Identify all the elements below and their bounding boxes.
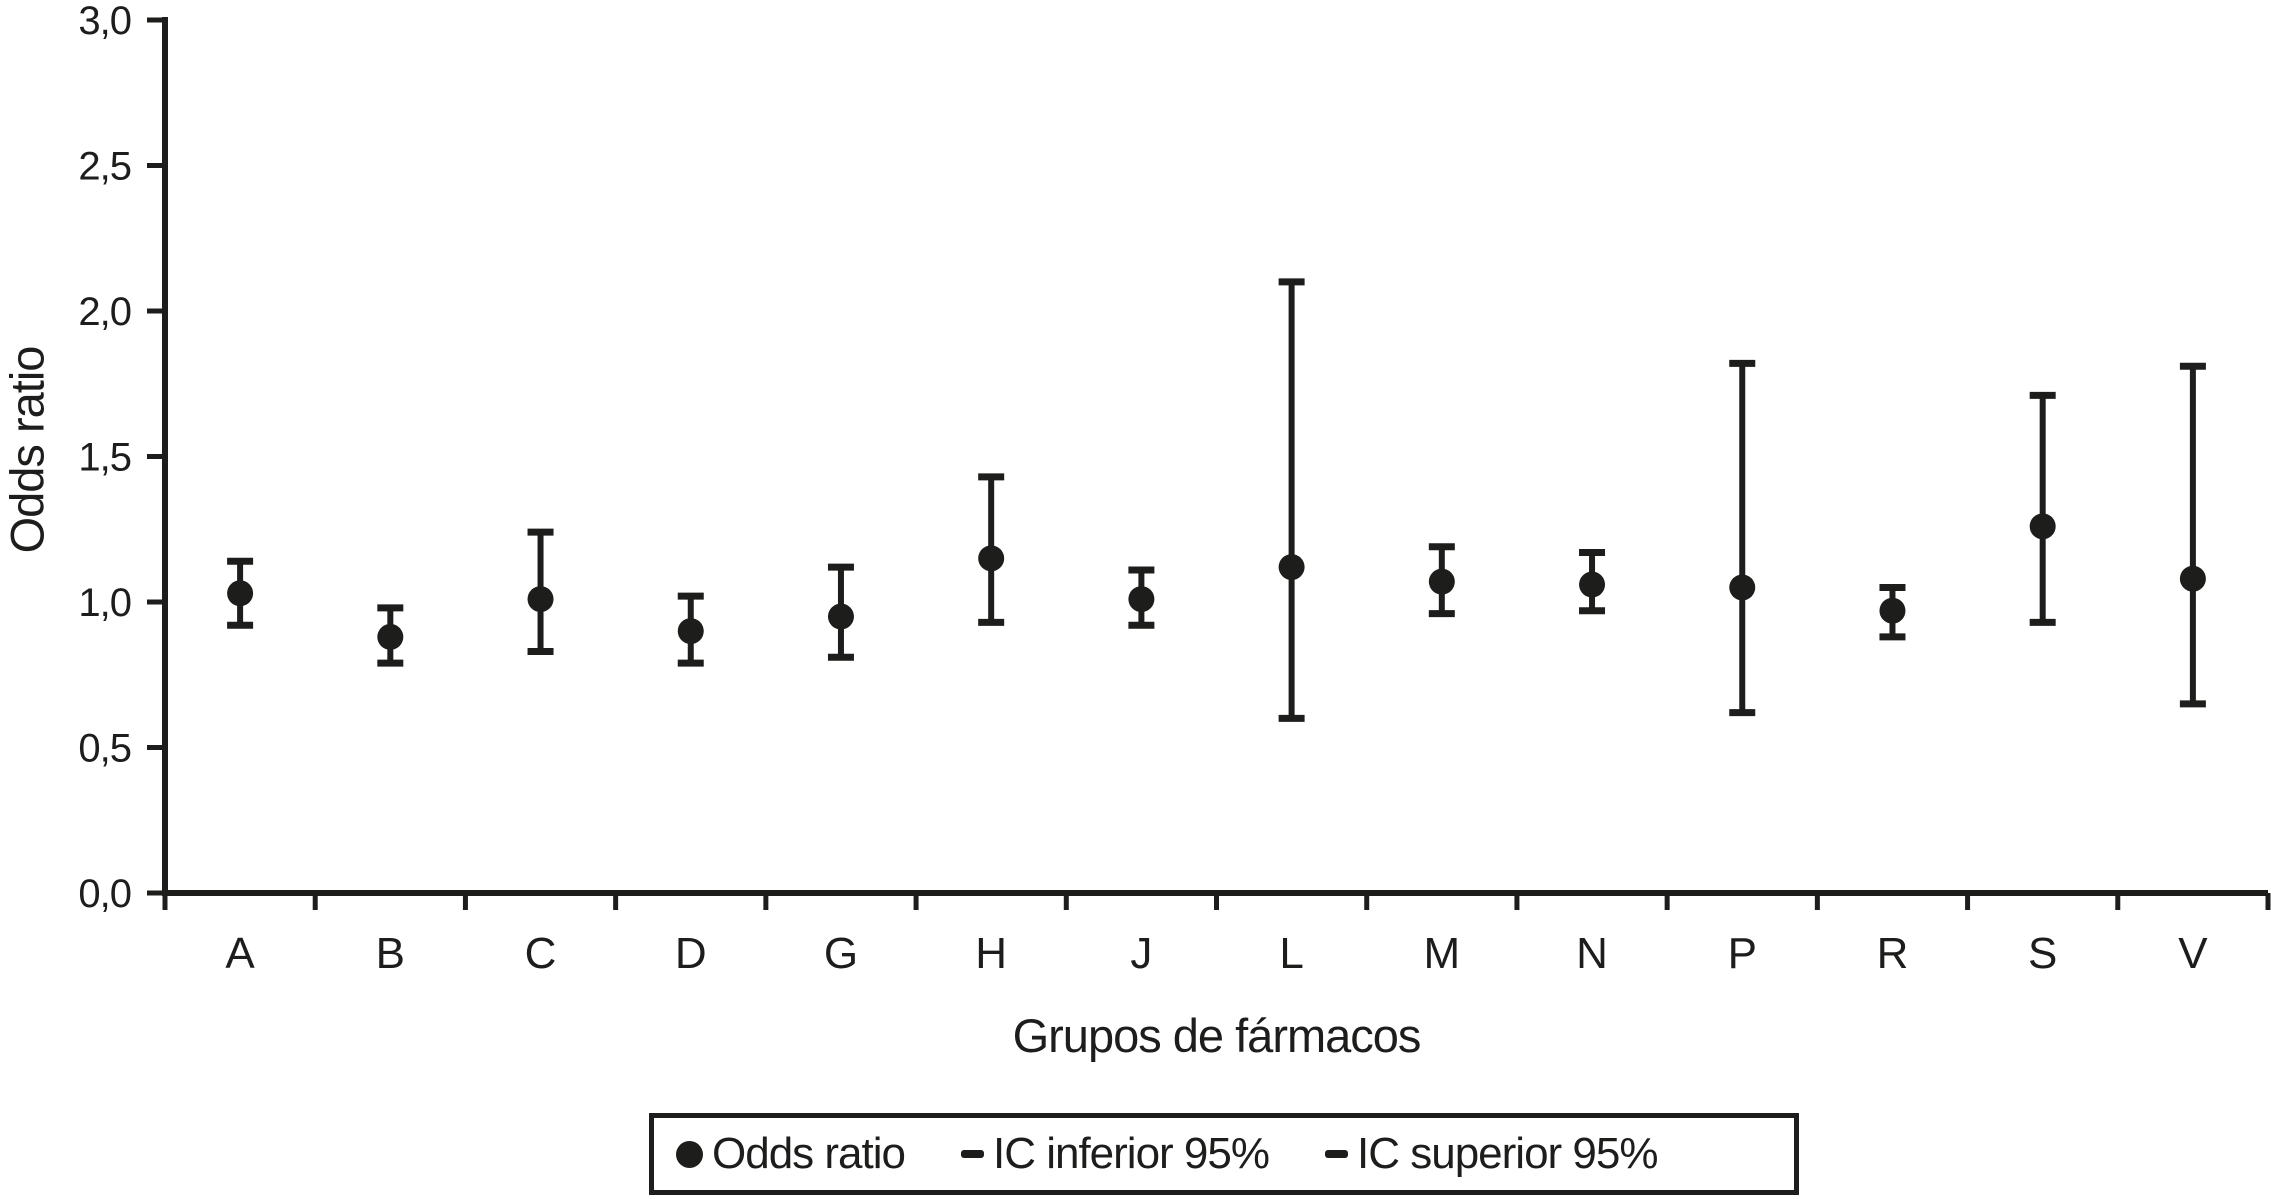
- category-label-H: H: [975, 929, 1007, 978]
- odds-ratio-point-A: [227, 580, 254, 607]
- category-label-N: N: [1576, 929, 1608, 978]
- odds-ratio-point-V: [2179, 565, 2206, 592]
- error-bar-R: [1879, 583, 1906, 641]
- odds-ratio-point-P: [1729, 574, 1756, 601]
- category-label-L: L: [1279, 929, 1303, 978]
- odds-ratio-point-S: [2029, 513, 2056, 540]
- error-bar-S: [2029, 391, 2056, 626]
- x-axis-title: Grupos de fármacos: [1012, 1009, 1422, 1062]
- legend-entry-ic-inferior: IC inferior 95%: [960, 1129, 1270, 1179]
- dash-marker-icon: [1325, 1150, 1348, 1158]
- error-bar-P: [1729, 359, 1756, 717]
- odds-ratio-point-R: [1879, 597, 1906, 624]
- odds-ratio-point-D: [677, 618, 704, 645]
- category-label-A: A: [225, 929, 255, 978]
- y-tick-label: 1,0: [78, 581, 131, 625]
- category-label-C: C: [525, 929, 557, 978]
- error-bar-C: [527, 528, 554, 655]
- odds-ratio-point-M: [1428, 568, 1455, 595]
- category-label-J: J: [1130, 929, 1152, 978]
- category-label-M: M: [1423, 929, 1460, 978]
- category-label-B: B: [376, 929, 405, 978]
- y-axis-title: Odds ratio: [0, 346, 54, 554]
- legend-entry-ic-superior: IC superior 95%: [1325, 1129, 1658, 1179]
- odds-ratio-point-L: [1278, 554, 1305, 581]
- y-axis-tick-labels: 0,0 0,5 1,0 1,5 2,0 2,5 3,0: [78, 0, 132, 916]
- dash-marker-icon: [960, 1150, 984, 1158]
- error-bar-B: [377, 604, 404, 667]
- y-tick-label: 0,0: [78, 872, 131, 916]
- odds-ratio-point-J: [1128, 586, 1155, 613]
- y-tick-label: 3,0: [78, 0, 131, 43]
- y-tick-label: 0,5: [78, 727, 131, 771]
- error-bar-V: [2179, 362, 2206, 708]
- y-tick-label: 2,5: [78, 145, 131, 189]
- error-bar-D: [677, 592, 704, 667]
- error-bar-J: [1128, 566, 1155, 629]
- odds-ratio-point-B: [377, 623, 404, 650]
- category-label-G: G: [824, 929, 858, 978]
- category-label-P: P: [1728, 929, 1757, 978]
- odds-ratio-point-C: [527, 586, 554, 613]
- error-bar-N: [1579, 549, 1606, 615]
- error-bar-H: [978, 473, 1005, 626]
- axes: [162, 17, 2268, 896]
- legend-label-ic-superior: IC superior 95%: [1357, 1129, 1658, 1178]
- y-axis-ticks: [147, 17, 165, 896]
- error-bar-L: [1278, 278, 1305, 722]
- category-label-V: V: [2178, 929, 2208, 978]
- legend-label-odds-ratio: Odds ratio: [712, 1129, 906, 1178]
- odds-ratio-point-H: [978, 545, 1005, 572]
- category-label-R: R: [1877, 929, 1909, 978]
- legend-entry-odds-ratio: Odds ratio: [676, 1129, 906, 1179]
- category-label-S: S: [2028, 929, 2057, 978]
- filled-circle-marker-icon: [676, 1140, 703, 1168]
- odds-ratio-point-G: [827, 603, 854, 630]
- x-axis-ticks: [162, 893, 2271, 910]
- legend-box: Odds ratio IC inferior 95% IC superior 9…: [649, 1113, 1799, 1195]
- y-tick-label: 1,5: [78, 436, 131, 480]
- legend-label-ic-inferior: IC inferior 95%: [992, 1129, 1270, 1178]
- error-bar-G: [827, 563, 854, 661]
- error-bar-M: [1428, 543, 1455, 618]
- y-tick-label: 2,0: [78, 290, 131, 334]
- odds-ratio-point-N: [1579, 571, 1606, 598]
- data-series: [227, 278, 2206, 722]
- error-bar-A: [227, 557, 254, 629]
- category-label-D: D: [675, 929, 707, 978]
